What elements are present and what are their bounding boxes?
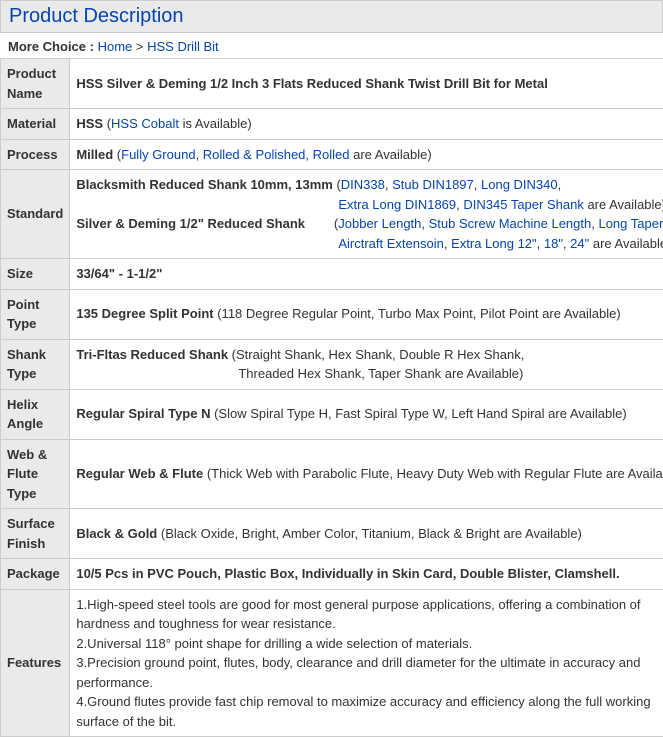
breadcrumb-category-link[interactable]: HSS Drill Bit xyxy=(147,39,219,54)
value-point-type: 135 Degree Split Point (118 Degree Regul… xyxy=(70,289,663,339)
value-helix-angle: Regular Spiral Type N (Slow Spiral Type … xyxy=(70,389,663,439)
label-point-type: Point Type xyxy=(1,289,70,339)
row-web-flute: Web & Flute Type Regular Web & Flute (Th… xyxy=(1,439,663,509)
process-link-rolled-polished[interactable]: Rolled & Polished xyxy=(203,147,306,162)
value-process: Milled (Fully Ground, Rolled & Polished,… xyxy=(70,139,663,170)
standard-link-extra-long-din1869[interactable]: Extra Long DIN1869 xyxy=(338,197,456,212)
label-material: Material xyxy=(1,109,70,140)
point-type-bold: 135 Degree Split Point xyxy=(76,306,213,321)
standard-link-stub-din1897[interactable]: Stub DIN1897 xyxy=(392,177,474,192)
surface-bold: Black & Gold xyxy=(76,526,157,541)
value-product-name: HSS Silver & Deming 1/2 Inch 3 Flats Red… xyxy=(70,59,663,109)
value-size: 33/64" - 1-1/2" xyxy=(70,259,663,290)
feature-2: 2.Universal 118° point shape for drillin… xyxy=(76,634,663,654)
label-size: Size xyxy=(1,259,70,290)
label-shank-type: Shank Type xyxy=(1,339,70,389)
label-process: Process xyxy=(1,139,70,170)
standard-link-stub-screw[interactable]: Stub Screw Machine Length xyxy=(429,216,592,231)
feature-4: 4.Ground flutes provide fast chip remova… xyxy=(76,692,663,731)
material-link-cobalt[interactable]: HSS Cobalt xyxy=(111,116,179,131)
standard-link-jobber-length[interactable]: Jobber Length xyxy=(338,216,421,231)
label-web-flute: Web & Flute Type xyxy=(1,439,70,509)
standard-link-din338[interactable]: DIN338 xyxy=(341,177,385,192)
value-standard: Blacksmith Reduced Shank 10mm, 13mm (DIN… xyxy=(70,170,663,259)
standard-link-extra-long-12-18-24[interactable]: Extra Long 12", 18", 24" xyxy=(451,236,589,251)
row-surface-finish: Surface Finish Black & Gold (Black Oxide… xyxy=(1,509,663,559)
row-shank-type: Shank Type Tri-Fltas Reduced Shank (Stra… xyxy=(1,339,663,389)
row-size: Size 33/64" - 1-1/2" xyxy=(1,259,663,290)
row-product-name: Product Name HSS Silver & Deming 1/2 Inc… xyxy=(1,59,663,109)
breadcrumb: More Choice : Home > HSS Drill Bit xyxy=(0,33,663,58)
value-material: HSS (HSS Cobalt is Available) xyxy=(70,109,663,140)
row-standard: Standard Blacksmith Reduced Shank 10mm, … xyxy=(1,170,663,259)
section-header: Product Description xyxy=(0,0,663,33)
standard-line3-bold: Silver & Deming 1/2" Reduced Shank xyxy=(76,216,305,231)
value-features: 1.High-speed steel tools are good for mo… xyxy=(70,589,663,737)
feature-1: 1.High-speed steel tools are good for mo… xyxy=(76,595,663,634)
value-shank-type: Tri-Fltas Reduced Shank (Straight Shank,… xyxy=(70,339,663,389)
page-title: Product Description xyxy=(9,5,184,27)
material-bold: HSS xyxy=(76,116,103,131)
label-features: Features xyxy=(1,589,70,737)
standard-link-long-taper[interactable]: Long Taper xyxy=(598,216,663,231)
label-helix-angle: Helix Angle xyxy=(1,389,70,439)
row-features: Features 1.High-speed steel tools are go… xyxy=(1,589,663,737)
process-bold: Milled xyxy=(76,147,113,162)
standard-line1-bold: Blacksmith Reduced Shank 10mm, 13mm xyxy=(76,177,333,192)
standard-link-aircraft-ext[interactable]: Airctraft Extensoin xyxy=(338,236,444,251)
label-product-name: Product Name xyxy=(1,59,70,109)
breadcrumb-home-link[interactable]: Home xyxy=(98,39,133,54)
process-link-rolled[interactable]: Rolled xyxy=(313,147,350,162)
row-process: Process Milled (Fully Ground, Rolled & P… xyxy=(1,139,663,170)
standard-link-din345-taper[interactable]: DIN345 Taper Shank xyxy=(463,197,583,212)
row-point-type: Point Type 135 Degree Split Point (118 D… xyxy=(1,289,663,339)
spec-table: Product Name HSS Silver & Deming 1/2 Inc… xyxy=(0,58,663,737)
more-choice-label: More Choice : xyxy=(8,39,94,54)
helix-bold: Regular Spiral Type N xyxy=(76,406,210,421)
label-surface-finish: Surface Finish xyxy=(1,509,70,559)
shank-type-bold: Tri-Fltas Reduced Shank xyxy=(76,347,228,362)
row-package: Package 10/5 Pcs in PVC Pouch, Plastic B… xyxy=(1,559,663,590)
label-package: Package xyxy=(1,559,70,590)
web-bold: Regular Web & Flute xyxy=(76,466,203,481)
value-web-flute: Regular Web & Flute (Thick Web with Para… xyxy=(70,439,663,509)
breadcrumb-separator: > xyxy=(136,39,144,54)
feature-3: 3.Precision ground point, flutes, body, … xyxy=(76,653,663,692)
row-helix-angle: Helix Angle Regular Spiral Type N (Slow … xyxy=(1,389,663,439)
process-link-fully-ground[interactable]: Fully Ground xyxy=(121,147,195,162)
value-surface-finish: Black & Gold (Black Oxide, Bright, Amber… xyxy=(70,509,663,559)
value-package: 10/5 Pcs in PVC Pouch, Plastic Box, Indi… xyxy=(70,559,663,590)
row-material: Material HSS (HSS Cobalt is Available) xyxy=(1,109,663,140)
standard-link-long-din340[interactable]: Long DIN340 xyxy=(481,177,558,192)
label-standard: Standard xyxy=(1,170,70,259)
